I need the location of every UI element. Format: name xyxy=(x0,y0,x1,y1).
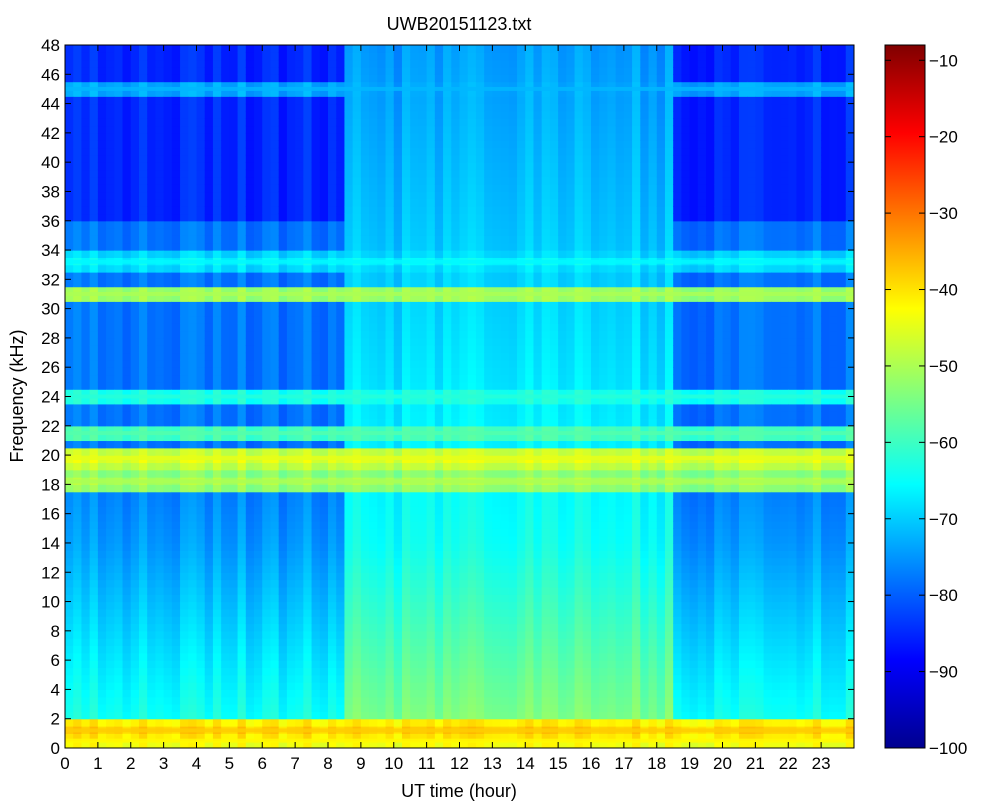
x-tick-label: 19 xyxy=(680,754,699,773)
y-tick-label: 48 xyxy=(41,36,60,55)
x-tick-label: 22 xyxy=(779,754,798,773)
x-tick-label: 6 xyxy=(258,754,267,773)
colorbar-tick-label: −30 xyxy=(929,204,958,223)
x-tick-label: 9 xyxy=(356,754,365,773)
y-tick-label: 2 xyxy=(51,710,60,729)
band-0 xyxy=(65,738,854,743)
x-tick-label: 4 xyxy=(192,754,201,773)
y-axis-label: Frequency (kHz) xyxy=(7,329,27,462)
y-tick-label: 16 xyxy=(41,505,60,524)
y-tick-label: 4 xyxy=(51,680,60,699)
band-7 xyxy=(65,259,854,264)
y-tick-label: 30 xyxy=(41,300,60,319)
colorbar-axis: −10 −20 −30 −40 −50 −60 −70 −80 −90 −100 xyxy=(885,51,967,758)
x-tick-label: 11 xyxy=(418,754,436,773)
band-2 xyxy=(65,479,854,484)
y-tick-label: 20 xyxy=(41,446,60,465)
x-tick-label: 16 xyxy=(582,754,601,773)
band-6 xyxy=(65,291,854,296)
y-tick-label: 40 xyxy=(41,153,60,172)
band-1 xyxy=(65,728,854,733)
y-tick-label: 34 xyxy=(41,241,60,260)
x-axis: 0 1 2 3 4 5 6 7 8 9 10 11 12 13 14 15 16 17 18 19 20 21 22 23 xyxy=(60,45,831,773)
band-5 xyxy=(65,394,854,399)
y-tick-label: 6 xyxy=(51,651,60,670)
y-tick-label: 18 xyxy=(41,475,60,494)
colorbar-tick-label: −70 xyxy=(929,510,958,529)
colorbar-tick-label: −100 xyxy=(929,739,967,758)
colorbar-tick-label: −10 xyxy=(929,51,958,70)
y-axis: 0246810121416182022242628303234363840424… xyxy=(41,36,854,758)
y-tick-label: 46 xyxy=(41,65,60,84)
x-tick-label: 7 xyxy=(290,754,299,773)
y-tick-label: 14 xyxy=(41,534,60,553)
x-tick-label: 8 xyxy=(323,754,332,773)
colorbar-frame xyxy=(884,44,926,749)
colorbar-tick-label: −60 xyxy=(929,433,958,452)
colorbar-tick-label: −50 xyxy=(929,357,958,376)
y-tick-label: 44 xyxy=(41,95,60,114)
x-tick-label: 10 xyxy=(384,754,403,773)
y-tick-label: 28 xyxy=(41,329,60,348)
band-4 xyxy=(65,431,854,436)
x-tick-label: 23 xyxy=(812,754,831,773)
x-tick-label: 21 xyxy=(746,754,765,773)
band-3 xyxy=(65,456,854,461)
x-tick-label: 13 xyxy=(483,754,502,773)
x-tick-label: 3 xyxy=(159,754,168,773)
y-tick-label: 24 xyxy=(41,388,60,407)
colorbar xyxy=(885,45,925,748)
spectrogram-image xyxy=(65,45,854,748)
y-tick-label: 10 xyxy=(41,593,60,612)
x-tick-label: 2 xyxy=(126,754,135,773)
x-tick-label: 5 xyxy=(225,754,234,773)
x-tick-label: 12 xyxy=(450,754,469,773)
x-tick-label: 20 xyxy=(713,754,732,773)
x-tick-label: 14 xyxy=(516,754,535,773)
y-tick-label: 32 xyxy=(41,270,60,289)
y-tick-label: 26 xyxy=(41,358,60,377)
colorbar-tick-label: −90 xyxy=(929,663,958,682)
x-tick-label: 1 xyxy=(93,754,102,773)
x-axis-label: UT time (hour) xyxy=(401,781,517,801)
y-tick-label: 0 xyxy=(51,739,60,758)
colorbar-tick-label: −40 xyxy=(929,281,958,300)
x-tick-label: 18 xyxy=(647,754,666,773)
band-8 xyxy=(65,86,854,91)
y-tick-label: 22 xyxy=(41,417,60,436)
x-tick-label: 0 xyxy=(60,754,69,773)
y-tick-label: 42 xyxy=(41,124,60,143)
colorbar-tick-label: −20 xyxy=(929,128,958,147)
colorbar-tick-label: −80 xyxy=(929,586,958,605)
y-tick-label: 38 xyxy=(41,182,60,201)
x-tick-label: 17 xyxy=(614,754,633,773)
y-tick-label: 12 xyxy=(41,563,60,582)
chart-title: UWB20151123.txt xyxy=(387,14,532,34)
y-tick-label: 8 xyxy=(51,622,60,641)
x-tick-label: 15 xyxy=(549,754,568,773)
y-tick-label: 36 xyxy=(41,212,60,231)
